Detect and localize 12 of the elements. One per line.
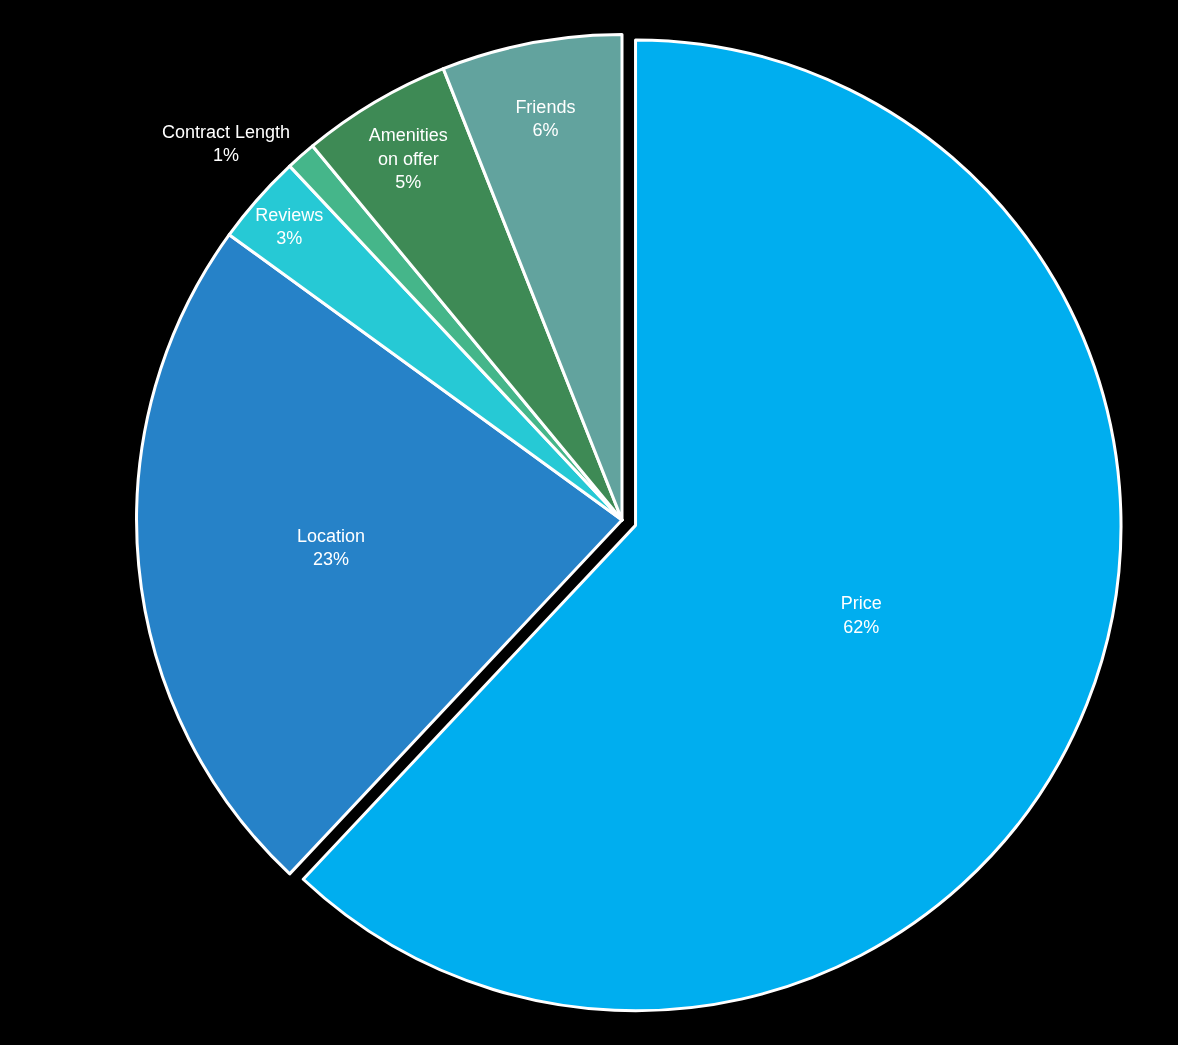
data-label: 62% [843, 616, 880, 637]
data-label: 3% [276, 228, 303, 249]
slice-label: Location [297, 526, 366, 547]
data-label: 23% [313, 549, 350, 570]
slice-label: Price [840, 593, 882, 614]
slice-label: Contract Length [162, 121, 291, 142]
slice-label: Reviews [255, 204, 324, 225]
slice-label: Friends [515, 96, 576, 117]
data-label: 1% [213, 145, 240, 166]
data-label: 5% [395, 172, 422, 193]
slice-label: Amenities on offer [368, 125, 448, 169]
data-label: 6% [532, 120, 559, 141]
